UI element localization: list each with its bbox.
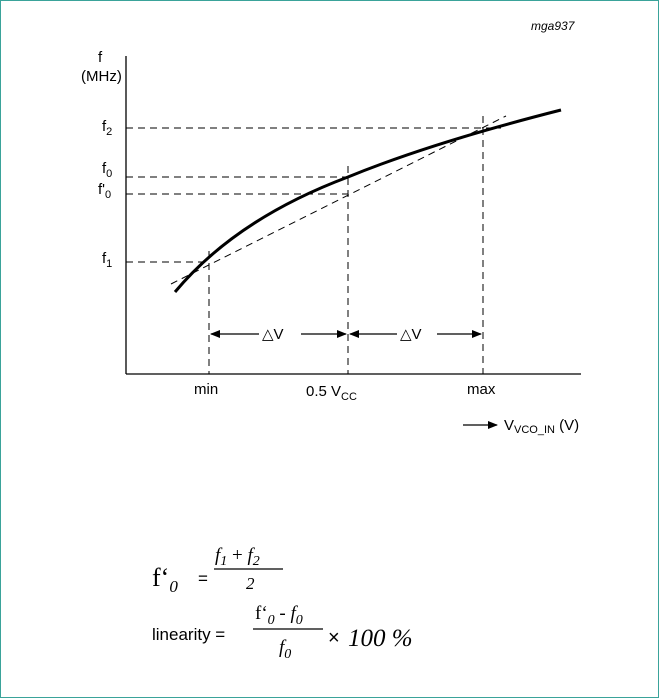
figure-tag: mga937	[531, 19, 576, 33]
formula2-denominator: f0	[279, 637, 291, 662]
y-tick-f0: f0	[102, 160, 112, 180]
x-axis-title: VVCO_IN (V)	[504, 417, 579, 436]
linear-approximation-line	[170, 115, 507, 285]
x-tick-max: max	[467, 381, 496, 398]
formula1-denominator: 2	[246, 574, 255, 593]
formula2-factor: 100 %	[348, 625, 413, 652]
formula2-times: ×	[328, 627, 340, 649]
y-tick-f0-prime: f'0	[98, 181, 111, 201]
y-tick-f2: f2	[102, 118, 112, 138]
y-tick-f1: f1	[102, 250, 112, 270]
formula1-lhs: f‘0	[152, 563, 178, 596]
formula1-equals: =	[198, 569, 208, 588]
formula2-lhs: linearity =	[152, 625, 225, 644]
x-tick-half-vcc: 0.5 VCC	[306, 383, 357, 403]
formula1-numerator: f1 + f2	[215, 545, 260, 569]
x-tick-min: min	[194, 381, 218, 398]
delta-v2-label: △V	[400, 326, 422, 343]
formula-f0-prime: f‘0 = f1 + f2 2	[152, 545, 283, 596]
y-axis-symbol: f	[98, 49, 103, 66]
vco-characteristic-curve	[173, 108, 562, 293]
y-axis-unit: (MHz)	[81, 68, 122, 85]
delta-v1-label: △V	[262, 326, 284, 343]
formula-linearity: linearity = f‘0 - f0 f0 × 100 %	[152, 603, 413, 662]
formula2-numerator: f‘0 - f0	[255, 603, 303, 628]
